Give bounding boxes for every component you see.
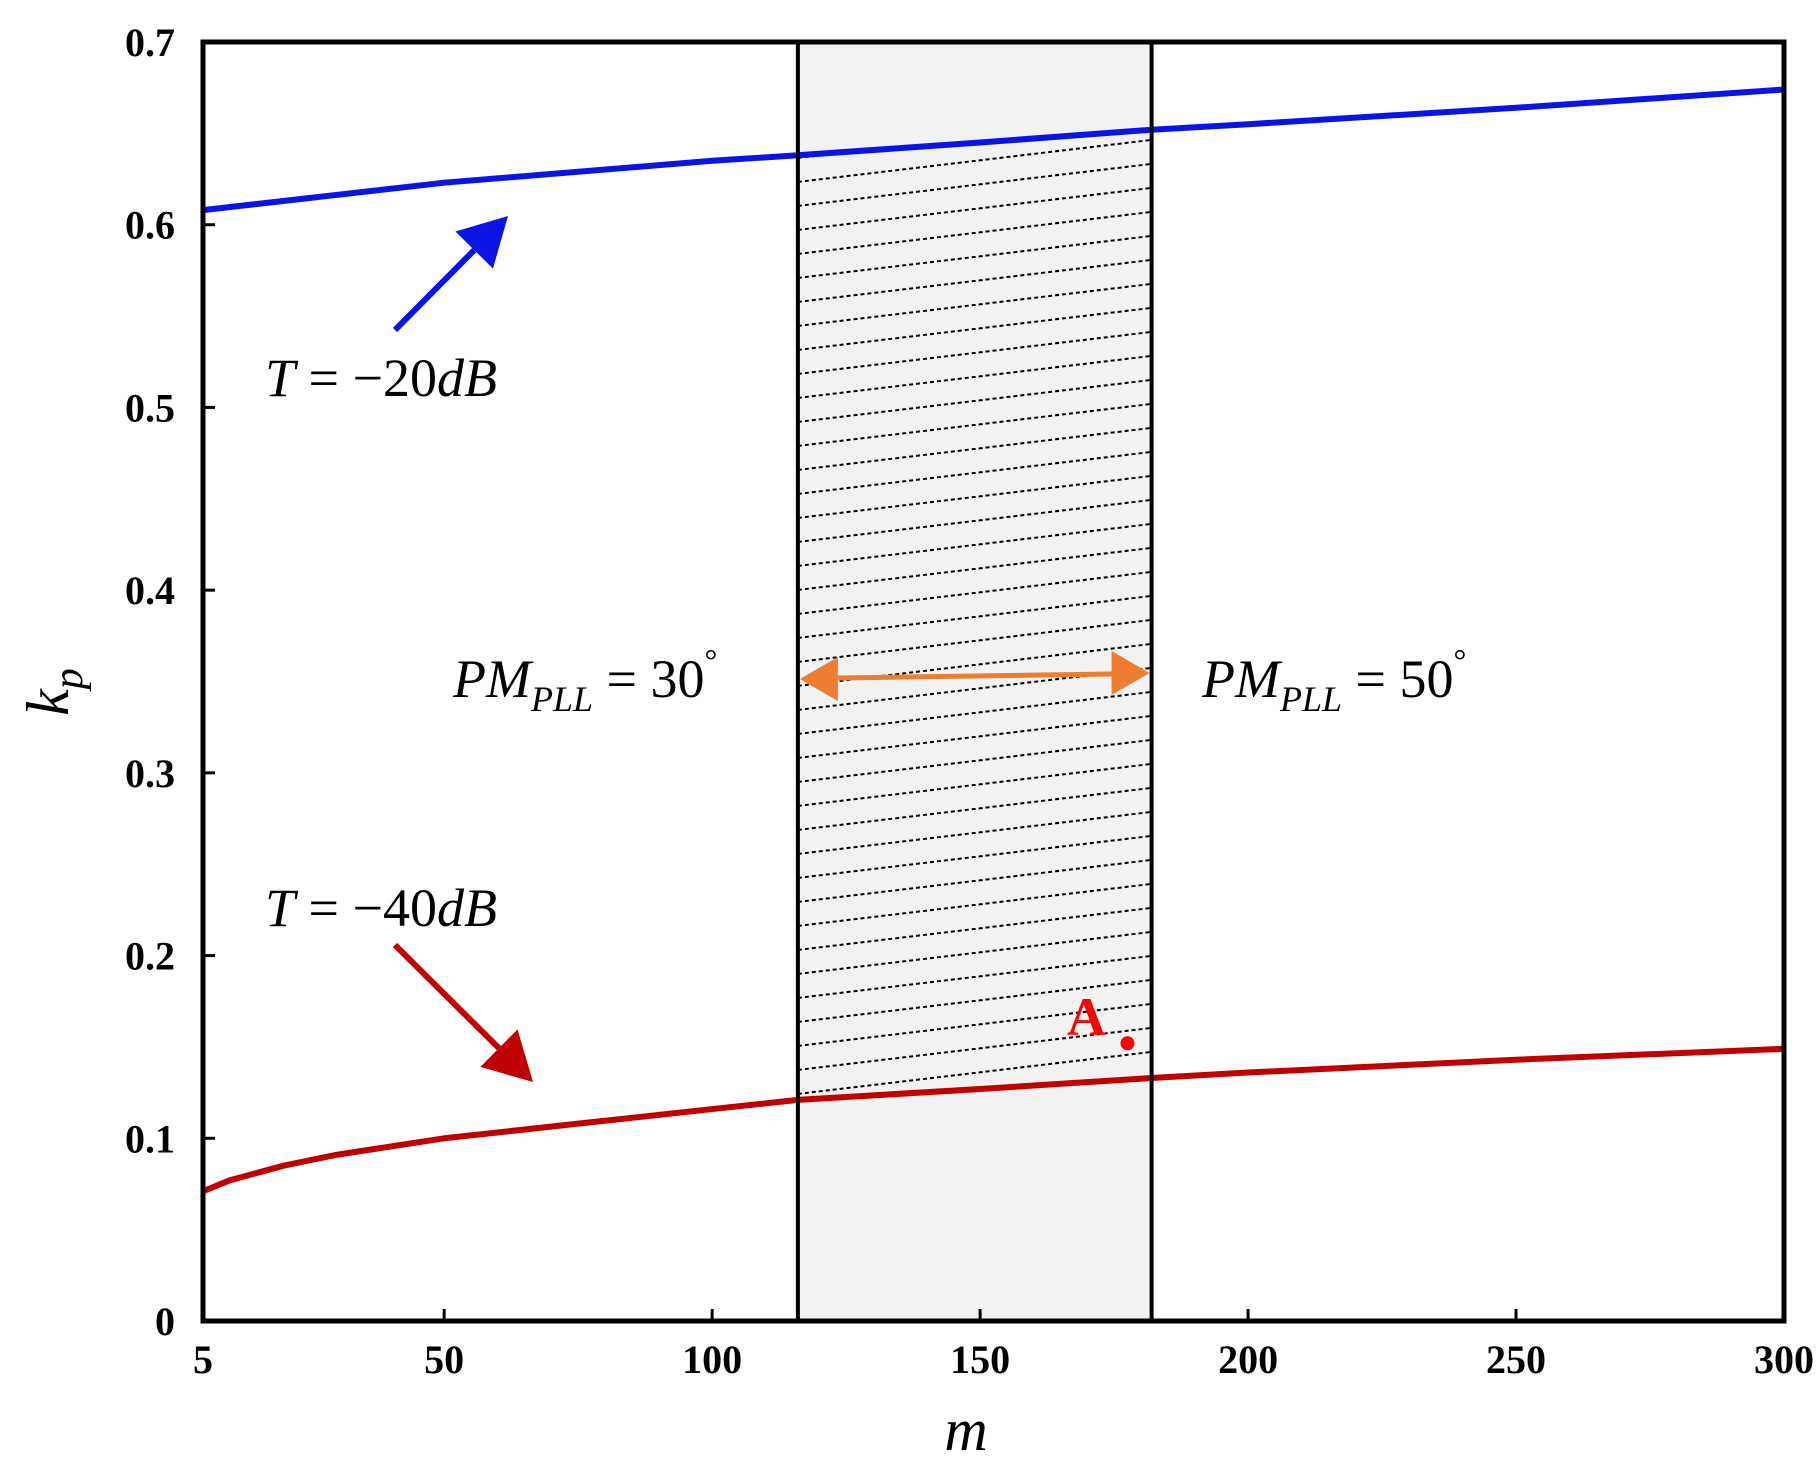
x-axis-title: m: [944, 1397, 987, 1462]
hatch-line: [797, 282, 1152, 327]
series-line-minus20db: [202, 86, 1785, 214]
region-left-label: PMPLL = 30°: [452, 642, 717, 719]
hatch-line: [797, 162, 1152, 207]
svg-text:kp: kp: [15, 668, 92, 716]
x-tick-label: 300: [1754, 1337, 1814, 1382]
y-tick-label: 0.2: [125, 934, 175, 979]
y-tick-label: 0.1: [125, 1116, 175, 1161]
hatch-line: [797, 834, 1152, 879]
hatch-line: [797, 498, 1152, 543]
hatch-line: [797, 762, 1152, 807]
hatch-line: [797, 906, 1152, 951]
hatch-line: [797, 930, 1152, 975]
hatch-line: [797, 546, 1152, 591]
hatch-line: [797, 306, 1152, 351]
x-tick-label: 150: [950, 1337, 1010, 1382]
plot-frame-layer: [200, 39, 1787, 1324]
hatch-line: [797, 138, 1152, 183]
point-a-label: A: [1067, 987, 1106, 1047]
y-tick-label: 0: [155, 1299, 175, 1344]
region-right-label: PMPLL = 50°: [1201, 642, 1466, 719]
y-tick-label: 0.5: [125, 385, 175, 430]
hatch-line: [797, 858, 1152, 903]
hatch-line: [797, 714, 1152, 759]
hatch-line: [797, 786, 1152, 831]
x-tick-label: 250: [1486, 1337, 1546, 1382]
series-label-minus40db: T = −40dB: [265, 878, 497, 938]
pm-region-shade: [797, 42, 1152, 1321]
hatch-line: [797, 570, 1152, 615]
hatch-line: [797, 882, 1152, 927]
arrow-minus40db-head: [480, 1029, 533, 1082]
annotation-layer: [392, 216, 1150, 1082]
arrow-minus40db-shaft: [392, 942, 502, 1051]
hatch-line: [797, 330, 1152, 375]
pm-region-layer: [797, 42, 1152, 1321]
tick-layer: 5 50 100 150 200 250 300 0 0.1 0.2 0.3 0.4 0.5 0.6 0.7: [125, 20, 1814, 1382]
hatch-line: [797, 810, 1152, 855]
arrow-minus20db-head: [455, 216, 508, 269]
x-tick-label: 100: [682, 1337, 742, 1382]
hatch-line: [797, 522, 1152, 567]
hatch-layer: [797, 138, 1152, 1095]
hatch-line: [797, 618, 1152, 663]
hatch-line: [797, 378, 1152, 423]
hatch-line: [797, 978, 1152, 1023]
hatch-line: [797, 594, 1152, 639]
series-line-minus40db: [201, 1045, 1785, 1195]
arrow-minus20db-shaft: [392, 247, 477, 333]
hatch-line: [797, 1050, 1152, 1095]
hatch-line: [797, 426, 1152, 471]
hatch-line: [797, 474, 1152, 519]
hatch-line: [797, 954, 1152, 999]
series-layer: [201, 86, 1785, 1195]
hatch-line: [797, 738, 1152, 783]
pm-range-arrow-left-head: [799, 657, 838, 702]
plot-frame: [200, 39, 1787, 1324]
hatch-line: [797, 450, 1152, 495]
hatch-line: [797, 690, 1152, 735]
hatch-line: [797, 354, 1152, 399]
y-tick-label: 0.6: [125, 203, 175, 248]
hatch-line: [797, 1002, 1152, 1047]
hatch-line: [797, 258, 1152, 303]
point-a-marker: [1120, 1036, 1135, 1051]
y-axis-title-sub: p: [46, 668, 92, 692]
hatch-line: [797, 186, 1152, 231]
y-axis-title: kp: [15, 668, 92, 716]
hatch-line: [797, 1026, 1152, 1071]
y-tick-label: 0.3: [125, 751, 175, 796]
series-label-minus20db: T = −20dB: [265, 348, 497, 408]
y-axis-title-main: k: [15, 688, 81, 716]
pm-range-arrow-right-head: [1111, 651, 1150, 696]
hatch-line: [797, 234, 1152, 279]
hatch-line: [797, 402, 1152, 447]
y-tick-label: 0.7: [125, 20, 175, 65]
x-tick-label: 50: [424, 1337, 464, 1382]
pm-range-arrow-shaft: [837, 671, 1112, 681]
x-tick-label: 5: [193, 1337, 213, 1382]
x-tick-label: 200: [1218, 1337, 1278, 1382]
hatch-line: [797, 210, 1152, 255]
y-tick-label: 0.4: [125, 568, 175, 613]
